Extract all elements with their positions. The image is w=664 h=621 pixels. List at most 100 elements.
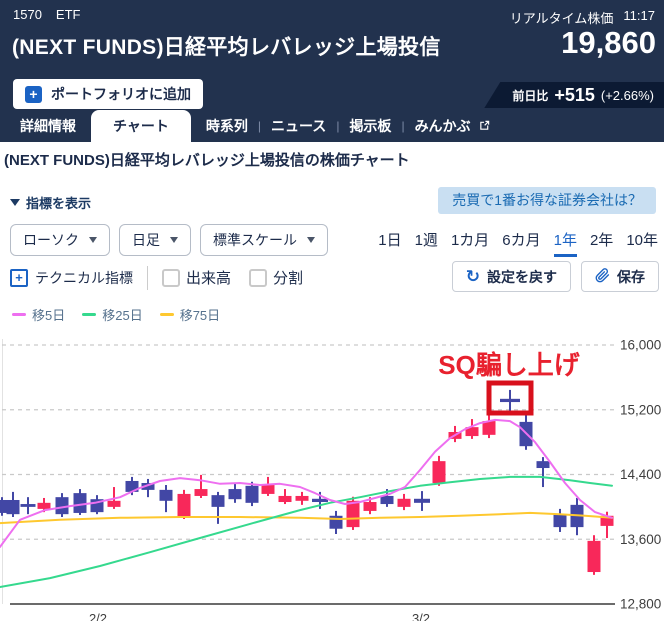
chart-type-controls: ローソク 日足 標準スケール	[10, 224, 328, 256]
checkbox-icon	[249, 268, 268, 287]
paperclip-icon	[595, 267, 610, 286]
ma25-label: 移25日	[102, 308, 143, 323]
tab-board[interactable]: 掲示板	[349, 118, 392, 134]
x-tick-label: 2/2	[89, 611, 107, 621]
candle-body	[125, 480, 139, 492]
ma-line	[0, 511, 613, 525]
stock-code: 1570	[13, 7, 42, 22]
save-label: 保存	[617, 268, 645, 285]
ma25-line-swatch	[82, 313, 97, 316]
candle-body	[37, 502, 51, 509]
stock-header: 1570 ETF リアルタイム株価 11:17 (NEXT FUNDS)日経平均…	[0, 0, 664, 110]
change-badge: 前日比 +515 (+2.66%)	[484, 82, 664, 108]
realtime-row: リアルタイム株価 11:17	[510, 8, 655, 27]
tab-news[interactable]: ニュース	[271, 118, 327, 134]
candlestick-chart[interactable]: 16,000 15,200 14,400 13,600 12,800 SQ騙し上げ 2/2 3…	[0, 331, 664, 621]
reset-settings-label: 設定を戻す	[487, 268, 557, 285]
candle-body	[55, 497, 69, 515]
volume-checkbox-label: 出来高	[186, 270, 232, 287]
save-button[interactable]: 保存	[581, 261, 659, 292]
range-6month[interactable]: 6カ月	[502, 232, 541, 249]
chevron-down-icon	[89, 237, 97, 243]
candle-body	[159, 489, 173, 501]
range-10year[interactable]: 10年	[626, 232, 658, 249]
candle-body	[6, 499, 20, 515]
y-tick-label: 13,600	[620, 532, 661, 547]
annotation-text: SQ騙し上げ	[438, 350, 581, 380]
ma-line	[0, 418, 613, 548]
candle-body	[228, 489, 242, 500]
candle-body	[245, 485, 259, 503]
indicator-toggle[interactable]: 指標を表示	[10, 193, 91, 212]
x-tick-label: 3/2	[412, 611, 430, 621]
quote-time: 11:17	[623, 8, 655, 23]
candle-body	[397, 498, 411, 507]
ma-legend: 移5日 移25日 移75日	[12, 305, 220, 324]
vertical-divider	[147, 265, 148, 290]
candle-body	[536, 461, 550, 469]
candle-body	[553, 514, 567, 528]
candle-body	[211, 495, 225, 507]
tab-detail[interactable]: 詳細情報	[20, 118, 76, 134]
candle-body	[363, 502, 377, 511]
ma5-label: 移5日	[32, 308, 66, 323]
refresh-icon: ↻	[465, 267, 480, 286]
chevron-down-icon	[307, 237, 315, 243]
indicator-controls: + テクニカル指標 出来高 分割	[10, 262, 321, 293]
technical-indicator-button[interactable]: テクニカル指標	[35, 269, 133, 286]
annotation-box	[486, 380, 534, 416]
chart-type-dropdown[interactable]: ローソク	[10, 224, 110, 256]
interval-dropdown[interactable]: 日足	[119, 224, 191, 256]
range-2year[interactable]: 2年	[589, 232, 614, 249]
range-1week[interactable]: 1週	[414, 232, 438, 249]
scale-dropdown[interactable]: 標準スケール	[200, 224, 328, 256]
ma75-line-swatch	[159, 313, 174, 316]
split-checkbox-label: 分割	[273, 270, 304, 287]
candle-body	[194, 489, 208, 496]
legend-ma75: 移75日	[159, 305, 221, 324]
candle-body	[600, 515, 614, 526]
volume-checkbox[interactable]: 出来高	[162, 267, 231, 288]
plus-box-icon: +	[10, 268, 28, 287]
candle-body	[346, 500, 360, 528]
candle-body	[312, 498, 328, 503]
stock-name: (NEXT FUNDS)日経平均レバレッジ上場投信	[12, 36, 441, 59]
chart-section-title: (NEXT FUNDS)日経平均レバレッジ上場投信の株価チャート	[4, 152, 410, 169]
stock-market: ETF	[55, 7, 81, 22]
range-1day[interactable]: 1日	[378, 232, 402, 249]
legend-ma25: 移25日	[82, 305, 143, 324]
tab-timeseries[interactable]: 時系列	[205, 118, 248, 134]
indicator-toggle-label: 指標を表示	[26, 196, 92, 211]
candle-body	[177, 493, 191, 517]
y-tick-label: 15,200	[620, 402, 661, 417]
candle-body	[261, 485, 275, 494]
chart-action-buttons: ↻ 設定を戻す 保存	[451, 261, 659, 292]
candle-body	[329, 515, 343, 529]
scale-value: 標準スケール	[213, 232, 297, 248]
tab-separator: |	[257, 119, 261, 133]
tab-minkabu[interactable]: みんかぶ	[405, 110, 501, 142]
candle-body	[482, 421, 496, 435]
tab-chart[interactable]: チャート	[91, 110, 191, 142]
y-tick-label: 14,400	[620, 467, 661, 482]
ma-line	[0, 475, 613, 588]
external-link-icon	[479, 110, 490, 142]
ma75-label: 移75日	[179, 308, 221, 323]
change-percent: (+2.66%)	[600, 87, 654, 103]
y-tick-label: 12,800	[620, 597, 661, 612]
candle-body	[107, 500, 121, 507]
add-to-portfolio-button[interactable]: + ポートフォリオに追加	[13, 79, 203, 109]
legend-ma5: 移5日	[12, 305, 65, 324]
reset-settings-button[interactable]: ↻ 設定を戻す	[451, 261, 571, 292]
range-1year[interactable]: 1年	[553, 229, 577, 257]
candle-body	[295, 495, 309, 501]
interval-value: 日足	[132, 232, 160, 248]
split-checkbox[interactable]: 分割	[249, 267, 303, 288]
candle-body	[432, 461, 446, 483]
range-1month[interactable]: 1カ月	[450, 232, 490, 249]
chart-type-value: ローソク	[23, 232, 79, 248]
broker-promo-button[interactable]: 売買で1番お得な証券会社は？	[438, 187, 656, 214]
y-tick-label: 16,000	[620, 338, 661, 353]
tab-separator: |	[336, 119, 340, 133]
